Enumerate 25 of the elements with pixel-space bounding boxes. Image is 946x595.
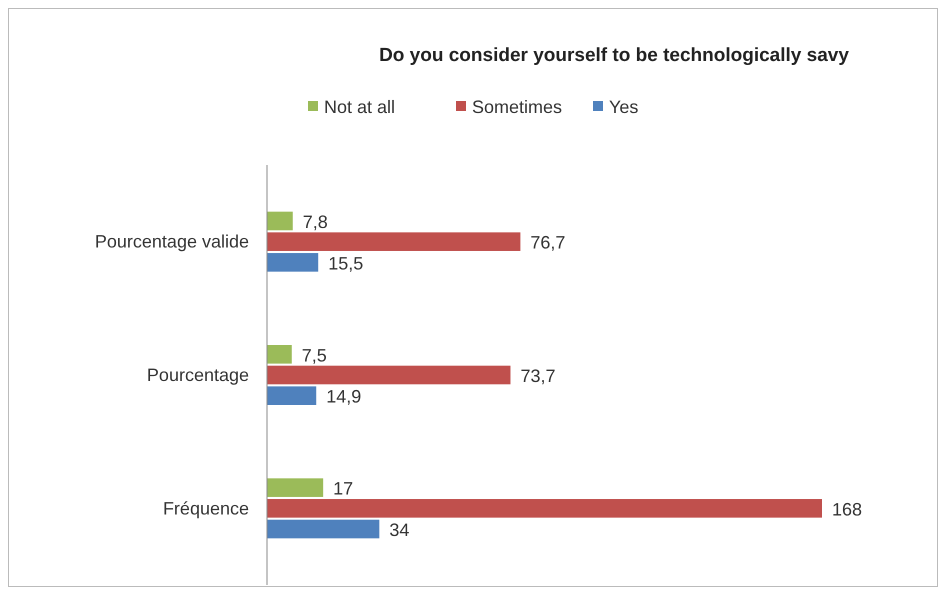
data-label: 15,5 (328, 253, 364, 274)
bar (267, 366, 510, 384)
legend-label: Sometimes (472, 97, 562, 117)
chart-title: Do you consider yourself to be technologically savy (379, 45, 850, 66)
data-label: 7,8 (302, 212, 328, 232)
data-label: 17 (333, 478, 354, 499)
bar (267, 253, 318, 272)
data-label: 76,7 (530, 232, 566, 253)
bar (267, 520, 380, 538)
bar (267, 212, 293, 230)
bar (267, 232, 520, 251)
y-tick-label: Pourcentage valide (94, 232, 249, 252)
y-tick-label: Fréquence (162, 498, 249, 518)
y-tick-label: Pourcentage (146, 365, 249, 385)
data-label: 34 (389, 520, 410, 540)
legend-label: Not at all (324, 97, 396, 117)
data-label: 14,9 (326, 386, 362, 407)
data-label: 73,7 (520, 366, 556, 386)
bar (267, 386, 316, 405)
bar (267, 345, 292, 364)
legend-label: Yes (609, 97, 638, 117)
bar (267, 478, 324, 497)
bar (267, 499, 822, 518)
data-label: 168 (832, 499, 862, 520)
data-label: 7,5 (302, 345, 327, 366)
